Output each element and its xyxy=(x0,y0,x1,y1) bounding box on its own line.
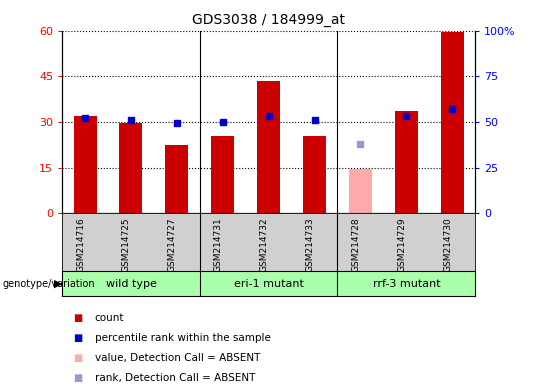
Text: eri-1 mutant: eri-1 mutant xyxy=(234,279,303,289)
Text: GSM214727: GSM214727 xyxy=(168,218,177,272)
Text: GSM214729: GSM214729 xyxy=(397,218,406,272)
Text: GSM214730: GSM214730 xyxy=(443,218,452,273)
Bar xyxy=(395,111,418,213)
Text: percentile rank within the sample: percentile rank within the sample xyxy=(94,333,271,343)
Text: rank, Detection Call = ABSENT: rank, Detection Call = ABSENT xyxy=(94,373,255,383)
Text: ■: ■ xyxy=(73,373,82,383)
Text: genotype/variation: genotype/variation xyxy=(3,279,96,289)
Text: ▶: ▶ xyxy=(54,279,63,289)
Title: GDS3038 / 184999_at: GDS3038 / 184999_at xyxy=(192,13,345,27)
Text: ■: ■ xyxy=(73,313,82,323)
Bar xyxy=(211,136,234,213)
Bar xyxy=(303,136,326,213)
Bar xyxy=(119,123,143,213)
Bar xyxy=(441,32,464,213)
Bar xyxy=(165,145,188,213)
Text: GSM214731: GSM214731 xyxy=(214,218,223,273)
Text: GSM214725: GSM214725 xyxy=(122,218,131,272)
Text: value, Detection Call = ABSENT: value, Detection Call = ABSENT xyxy=(94,353,260,363)
Text: count: count xyxy=(94,313,124,323)
Bar xyxy=(349,169,372,213)
Text: ■: ■ xyxy=(73,333,82,343)
Text: ■: ■ xyxy=(73,353,82,363)
Text: rrf-3 mutant: rrf-3 mutant xyxy=(373,279,440,289)
Text: wild type: wild type xyxy=(105,279,157,289)
Text: GSM214728: GSM214728 xyxy=(352,218,361,272)
Text: GSM214733: GSM214733 xyxy=(306,218,314,273)
Bar xyxy=(257,81,280,213)
Bar xyxy=(73,116,97,213)
Text: GSM214716: GSM214716 xyxy=(76,218,85,273)
Text: GSM214732: GSM214732 xyxy=(260,218,269,272)
